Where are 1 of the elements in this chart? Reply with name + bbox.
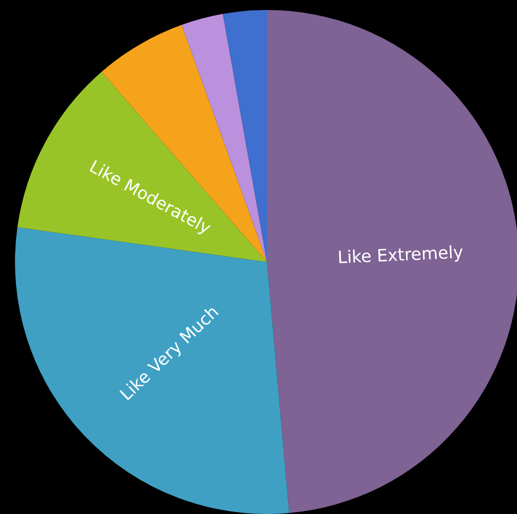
slice-label: Like Extremely xyxy=(337,242,464,268)
